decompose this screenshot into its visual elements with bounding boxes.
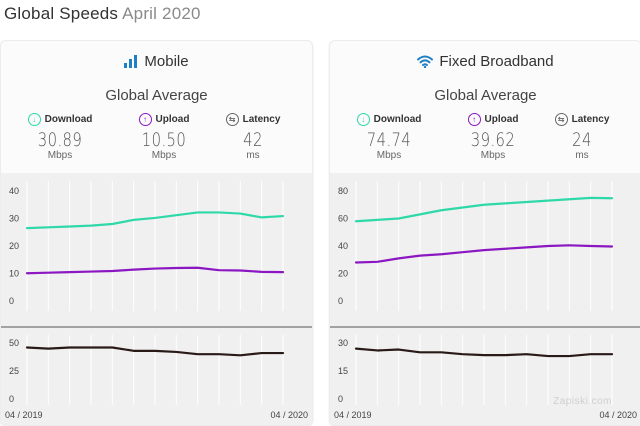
mobile-panel: Mobile Global Average ↓ Download 30.89 M… — [0, 40, 313, 426]
watermark: Zapiski.com — [553, 396, 612, 407]
fixed-upload-metric: ↑ Upload 39.62 Mbps — [448, 113, 538, 161]
fixed-global-average-title: Global Average — [434, 87, 537, 104]
fixed-speed-y-tick: 0 — [338, 296, 343, 306]
fixed-download-metric: ↓ Download 74.74 Mbps — [344, 113, 434, 161]
mobile-download-unit: Mbps — [47, 150, 73, 161]
fixed-download-series-line — [354, 196, 614, 223]
mobile-chart-area: 0 10 20 30 40 0 25 50 04 / 2019 04 / 2020 — [1, 173, 312, 425]
mobile-download-series-line — [25, 211, 285, 230]
mobile-panel-header: Mobile — [1, 53, 312, 70]
fixed-latency-y-tick: 15 — [338, 366, 348, 376]
fixed-speed-y-tick: 80 — [338, 186, 348, 196]
mobile-speed-y-tick: 20 — [9, 241, 19, 251]
fixed-latency-value: 24 — [572, 129, 592, 151]
mobile-x-tick-start: 04 / 2019 — [5, 410, 43, 420]
mobile-latency-unit: ms — [246, 150, 260, 161]
mobile-upload-value: 10.50 — [141, 129, 187, 151]
upload-arrow-icon: ↑ — [138, 113, 152, 126]
fixed-speed-y-tick: 20 — [338, 269, 348, 279]
fixed-speed-chart: 0 20 40 60 80 0 15 30 04 / 2019 04 / 2020 — [330, 181, 640, 420]
download-label: Download — [44, 114, 93, 125]
fixed-latency-y-tick: 0 — [338, 394, 343, 404]
fixed-latency-series-line — [354, 347, 614, 358]
mobile-latency-value: 42 — [243, 129, 263, 151]
fixed-x-tick-end: 04 / 2020 — [599, 410, 637, 420]
latency-icon: ⇆ — [554, 113, 568, 126]
mobile-speed-y-tick: 0 — [9, 296, 14, 306]
fixed-upload-series-line — [354, 244, 614, 264]
latency-icon: ⇆ — [225, 113, 239, 126]
download-arrow-icon: ↓ — [27, 113, 41, 126]
mobile-speed-y-tick: 30 — [9, 214, 19, 224]
mobile-speed-y-tick: 10 — [9, 269, 19, 279]
mobile-latency-y-tick: 0 — [9, 394, 14, 404]
mobile-upload-unit: Mbps — [151, 150, 177, 161]
mobile-download-value: 30.89 — [37, 129, 83, 151]
latency-label: Latency — [571, 114, 610, 125]
wifi-icon — [417, 55, 434, 68]
fixed-download-value: 74.74 — [366, 129, 412, 151]
mobile-speed-y-tick: 40 — [9, 186, 19, 196]
fixed-panel: Fixed Broadband Global Average ↓ Downloa… — [329, 40, 640, 426]
mobile-latency-series-line — [25, 346, 285, 357]
fixed-upload-value: 39.62 — [470, 129, 516, 151]
mobile-download-metric: ↓ Download 30.89 Mbps — [15, 113, 105, 161]
fixed-latency-metric: ⇆ Latency 24 ms — [537, 113, 627, 161]
mobile-latency-y-tick: 25 — [9, 366, 19, 376]
mobile-x-tick-end: 04 / 2020 — [270, 410, 308, 420]
mobile-upload-metric: ↑ Upload 10.50 Mbps — [119, 113, 209, 161]
fixed-latency-unit: ms — [575, 150, 589, 161]
signal-bars-icon — [124, 55, 138, 68]
download-arrow-icon: ↓ — [356, 113, 370, 126]
fixed-x-tick-start: 04 / 2019 — [334, 410, 372, 420]
fixed-download-unit: Mbps — [376, 150, 402, 161]
mobile-latency-metric: ⇆ Latency 42 ms — [208, 113, 298, 161]
fixed-speed-y-tick: 60 — [338, 214, 348, 224]
mobile-latency-y-tick: 50 — [9, 338, 19, 348]
mobile-speed-chart: 0 10 20 30 40 0 25 50 04 / 2019 04 / 2020 — [1, 181, 312, 420]
fixed-latency-y-tick: 30 — [338, 338, 348, 348]
fixed-speed-y-tick: 40 — [338, 241, 348, 251]
fixed-chart-area: 0 20 40 60 80 0 15 30 04 / 2019 04 / 2020 — [330, 173, 640, 425]
page-title: Global Speeds April 2020 — [4, 4, 201, 24]
upload-arrow-icon: ↑ — [467, 113, 481, 126]
upload-label: Upload — [484, 114, 519, 125]
latency-label: Latency — [242, 114, 281, 125]
fixed-panel-header: Fixed Broadband — [330, 53, 640, 70]
mobile-upload-series-line — [25, 266, 285, 275]
mobile-global-average-title: Global Average — [105, 87, 208, 104]
page-title-main: Global Speeds — [4, 4, 119, 23]
page-title-date: April 2020 — [122, 4, 201, 23]
fixed-panel-title: Fixed Broadband — [439, 53, 554, 70]
download-label: Download — [373, 114, 422, 125]
mobile-panel-title: Mobile — [144, 53, 189, 70]
upload-label: Upload — [155, 114, 190, 125]
fixed-upload-unit: Mbps — [480, 150, 506, 161]
